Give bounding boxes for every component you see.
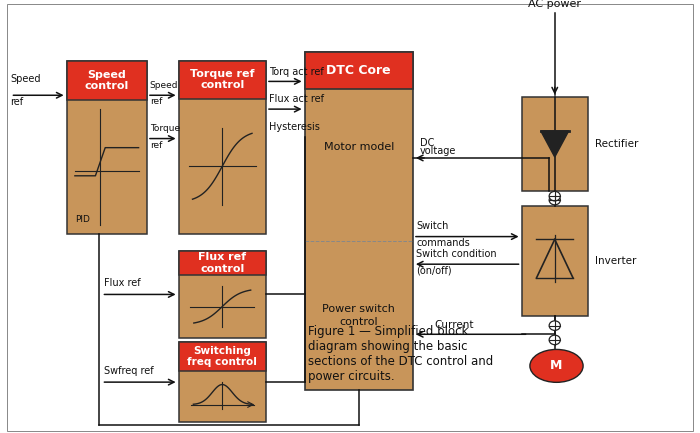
FancyBboxPatch shape [178,61,266,234]
Text: Motor model: Motor model [323,142,394,152]
Text: PID: PID [76,215,90,224]
Text: M: M [550,359,563,372]
Text: Torque ref
control: Torque ref control [190,69,255,90]
Text: Flux ref: Flux ref [104,278,140,288]
Text: Speed
control: Speed control [85,70,129,91]
FancyBboxPatch shape [178,342,266,371]
Text: DC: DC [420,139,435,149]
Text: Torq act ref: Torq act ref [269,67,323,77]
Text: Torque: Torque [150,124,180,133]
Text: Power switch
control: Power switch control [322,304,395,326]
Ellipse shape [549,335,560,345]
Text: Figure 1 — Simplified block
diagram showing the basic
sections of the DTC contro: Figure 1 — Simplified block diagram show… [308,325,494,383]
Text: AC power: AC power [528,0,581,9]
FancyBboxPatch shape [178,342,266,422]
FancyBboxPatch shape [66,61,147,234]
FancyBboxPatch shape [304,52,413,89]
Text: voltage: voltage [420,146,456,156]
FancyBboxPatch shape [66,61,147,100]
Ellipse shape [549,321,560,330]
Text: Current: Current [434,320,473,330]
Text: Inverter: Inverter [595,256,636,266]
Text: DTC Core: DTC Core [326,64,391,77]
Text: Flux ref
control: Flux ref control [198,252,246,274]
Text: Speed: Speed [10,74,41,84]
Text: Speed: Speed [150,81,178,90]
Text: Hysteresis: Hysteresis [269,122,320,132]
Text: (on/off): (on/off) [416,265,452,275]
FancyBboxPatch shape [522,206,588,316]
FancyBboxPatch shape [522,97,588,191]
FancyBboxPatch shape [178,251,266,338]
Text: Switch: Switch [416,221,449,231]
Text: ref: ref [10,97,24,107]
FancyBboxPatch shape [178,61,266,99]
Text: Switch condition: Switch condition [416,249,497,259]
Text: Swfreq ref: Swfreq ref [104,365,153,375]
Polygon shape [541,131,568,157]
Text: ref: ref [150,141,162,150]
Circle shape [530,349,583,382]
Text: Rectifier: Rectifier [595,139,638,149]
FancyBboxPatch shape [178,251,266,275]
Ellipse shape [549,195,560,205]
Text: commands: commands [416,238,470,248]
Text: ref: ref [150,97,162,107]
Text: Flux act ref: Flux act ref [269,94,324,104]
Text: Switching
freq control: Switching freq control [188,346,257,367]
FancyBboxPatch shape [304,52,413,390]
Ellipse shape [549,191,560,201]
